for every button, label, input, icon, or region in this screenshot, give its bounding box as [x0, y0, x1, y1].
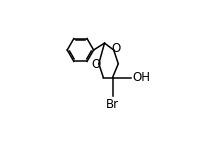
Text: O: O [91, 58, 100, 71]
Text: Br: Br [106, 98, 119, 111]
Text: O: O [111, 42, 121, 55]
Text: OH: OH [132, 71, 150, 84]
